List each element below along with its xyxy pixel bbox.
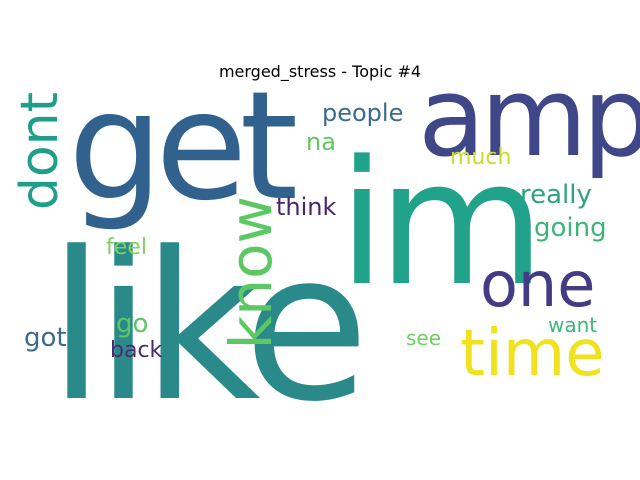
word-na: na [306,128,336,156]
word-im: im [338,123,545,324]
word-know: know [217,196,285,350]
word-think: think [276,193,337,221]
word-like: like [48,209,369,447]
word-got: got [24,323,67,353]
word-really: really [520,180,592,210]
word-want: want [548,313,598,337]
word-going: going [534,213,607,243]
word-dont: dont [10,92,70,211]
word-time: time [460,317,605,391]
word-one: one [480,248,596,321]
figure-title: merged_stress - Topic #4 [218,62,422,81]
word-see: see [406,326,442,350]
word-much: much [450,145,512,170]
word-feel: feel [106,235,147,260]
word-amp: amp [418,53,640,181]
word-back: back [110,338,163,363]
word-people: people [322,99,404,127]
word-get: get [68,60,298,234]
word-go: go [116,309,149,339]
